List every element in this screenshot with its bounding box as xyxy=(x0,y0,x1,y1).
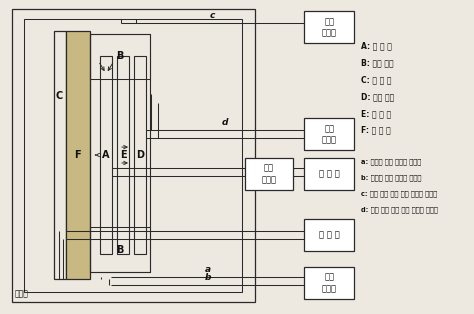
Bar xyxy=(91,34,150,79)
Text: E: 보 온 판: E: 보 온 판 xyxy=(361,109,391,118)
Bar xyxy=(304,11,354,43)
Bar xyxy=(304,158,354,190)
Text: B: B xyxy=(116,51,124,62)
Bar xyxy=(91,227,150,272)
Text: 망온조: 망온조 xyxy=(15,289,29,298)
Bar xyxy=(24,19,242,292)
Text: 온도
조절기: 온도 조절기 xyxy=(322,124,337,144)
Bar xyxy=(117,56,129,254)
Bar xyxy=(304,267,354,299)
Text: C: C xyxy=(56,90,63,100)
Text: c: c xyxy=(210,11,215,20)
Text: 온도
조절기: 온도 조절기 xyxy=(322,17,337,37)
Bar xyxy=(304,118,354,150)
Text: D: D xyxy=(136,150,144,160)
Text: F: F xyxy=(74,150,81,160)
Text: B: 보호 열판: B: 보호 열판 xyxy=(361,58,393,67)
Text: 온도
측정기: 온도 측정기 xyxy=(322,273,337,293)
Text: d: d xyxy=(222,118,228,127)
Bar xyxy=(100,56,112,254)
Text: A: 주 열 판: A: 주 열 판 xyxy=(361,41,392,51)
Text: c: 보호 열판 온도 편차 측정용 열전대: c: 보호 열판 온도 편차 측정용 열전대 xyxy=(361,190,437,197)
Bar xyxy=(54,31,65,279)
Bar xyxy=(134,56,146,254)
Bar xyxy=(65,31,91,279)
Text: d: 보조 열판 온도 편차 측정용 열전대: d: 보조 열판 온도 편차 측정용 열전대 xyxy=(361,206,438,213)
Text: a: a xyxy=(205,265,211,274)
Text: D: 보조 열판: D: 보조 열판 xyxy=(361,92,394,101)
Text: A: A xyxy=(102,150,110,160)
Text: 고 열 원: 고 열 원 xyxy=(319,169,339,178)
Bar xyxy=(12,9,255,302)
Text: a: 고온면 온조 측정용 열전대: a: 고온면 온조 측정용 열전대 xyxy=(361,159,421,165)
Bar xyxy=(91,34,150,272)
Text: C: 저 열 판: C: 저 열 판 xyxy=(361,75,392,84)
Text: F: 시 험 체: F: 시 험 체 xyxy=(361,126,391,135)
Bar xyxy=(304,219,354,251)
Text: B: B xyxy=(116,245,124,255)
Text: E: E xyxy=(120,150,127,160)
Text: 전력
측정기: 전력 측정기 xyxy=(261,164,276,184)
Text: 저 열 원: 저 열 원 xyxy=(319,231,339,240)
Text: b: 저온면 온도 측정용 열전대: b: 저온면 온도 측정용 열전대 xyxy=(361,175,421,181)
Bar xyxy=(245,158,292,190)
Text: b: b xyxy=(204,273,211,282)
